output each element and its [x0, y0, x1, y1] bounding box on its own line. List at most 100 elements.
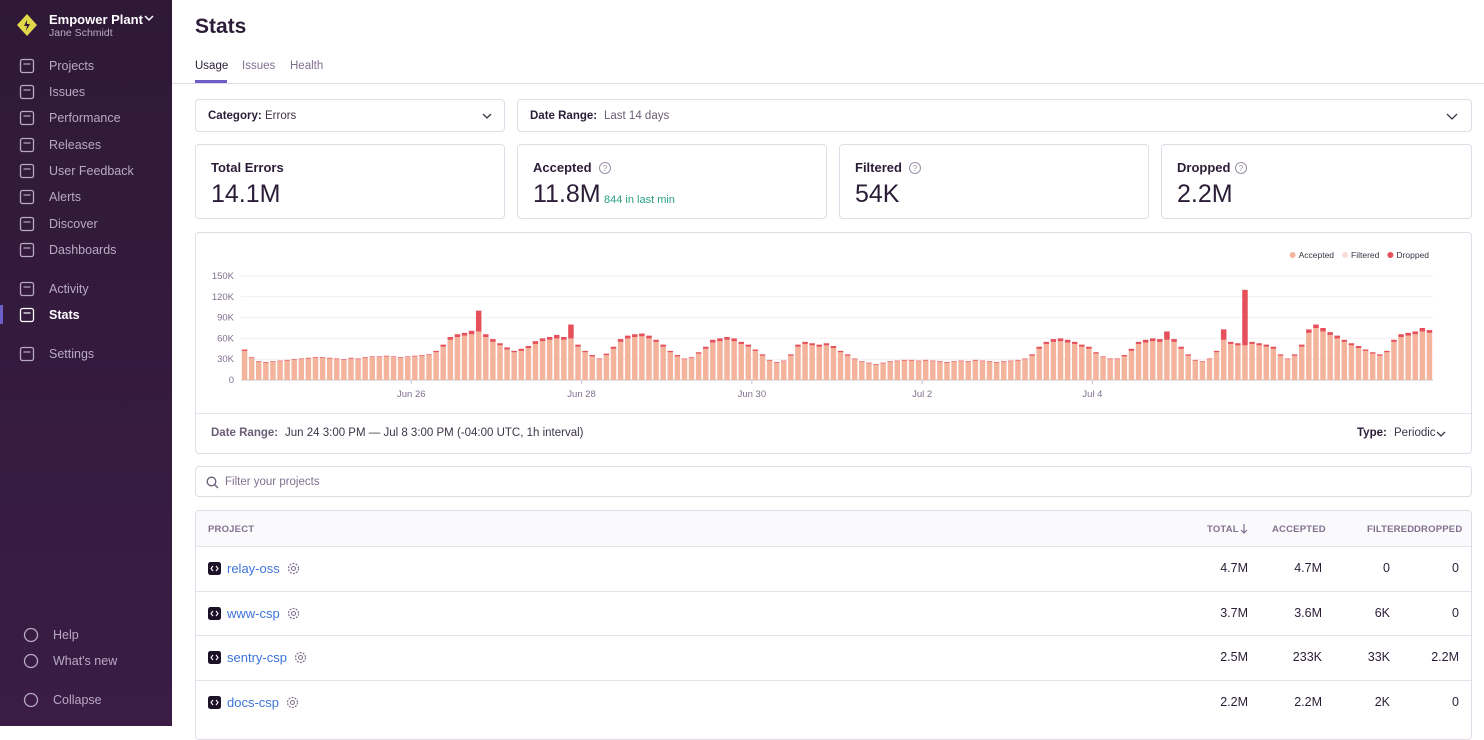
- settings-icon[interactable]: [287, 607, 300, 620]
- bar-segment: [1213, 352, 1220, 380]
- bar-segment: [880, 362, 886, 364]
- settings-icon[interactable]: [287, 562, 300, 575]
- bar-segment: [674, 356, 681, 380]
- bar-segment: [759, 354, 766, 356]
- bar-segment: [830, 346, 837, 349]
- project-link[interactable]: docs-csp: [227, 694, 280, 710]
- settings-icon[interactable]: [294, 651, 307, 664]
- nav-item[interactable]: Dashboards: [49, 243, 117, 257]
- bar-segment: [844, 354, 851, 356]
- bar-segment: [483, 337, 489, 380]
- tab-underline: [195, 80, 227, 83]
- nav-item[interactable]: Settings: [49, 347, 95, 361]
- bar-segment: [490, 341, 496, 380]
- bar-segment: [972, 359, 979, 361]
- nav-item[interactable]: Issues: [49, 85, 86, 99]
- column-header[interactable]: FILTERED: [1367, 524, 1415, 535]
- bar-segment: [894, 361, 901, 380]
- tab[interactable]: Health: [290, 60, 324, 72]
- sidebar-footer-item[interactable]: What's new: [53, 654, 118, 668]
- stat-card: Filtered ? 54K: [839, 144, 1149, 219]
- bar-segment: [1313, 328, 1319, 380]
- type-value[interactable]: Periodic: [1394, 427, 1436, 439]
- bar-segment: [1043, 341, 1050, 344]
- chevron[interactable]: [1436, 430, 1446, 438]
- filter-value: Last 14 days: [604, 110, 670, 122]
- platform-icon: [208, 651, 221, 664]
- bar-segment: [1391, 341, 1397, 380]
- nav-item[interactable]: Releases: [49, 138, 102, 152]
- bar-segment: [1100, 356, 1106, 358]
- column-header[interactable]: ACCEPTED: [1272, 524, 1326, 535]
- bar-segment: [305, 357, 312, 359]
- y-tick-label: 150K: [212, 271, 235, 282]
- nav-item[interactable]: Performance: [49, 111, 121, 125]
- tab[interactable]: Usage: [195, 60, 229, 72]
- bar-segment: [589, 356, 595, 380]
- table-row: sentry-csp 2.5M 233K 33K 2.2M: [196, 635, 1471, 680]
- category-select[interactable]: Category: Errors: [195, 99, 505, 132]
- nav-item[interactable]: Activity: [49, 282, 89, 296]
- bar-segment: [752, 349, 759, 351]
- icon-shape: [19, 84, 35, 100]
- project-link[interactable]: relay-oss: [227, 561, 280, 576]
- bar-segment: [1015, 360, 1021, 380]
- bar-segment: [383, 355, 390, 357]
- bar-segment: [1107, 358, 1113, 360]
- org-chevron[interactable]: [144, 14, 154, 22]
- bar-segment: [930, 361, 936, 380]
- column-header[interactable]: TOTAL: [1207, 524, 1239, 535]
- table-cell: 3.6M: [1294, 605, 1322, 620]
- sidebar-footer-item[interactable]: Help: [53, 628, 79, 642]
- sidebar-footer-item[interactable]: Collapse: [53, 693, 102, 707]
- bar-segment: [937, 361, 943, 380]
- sort-arrow[interactable]: [1240, 523, 1248, 534]
- help-icon[interactable]: ?: [908, 161, 922, 175]
- card-value: 2.2M: [1177, 180, 1233, 208]
- bar-segment: [369, 356, 376, 358]
- bar-segment: [1391, 339, 1397, 342]
- bar-segment: [263, 362, 269, 380]
- bar-segment: [1050, 341, 1057, 380]
- project-link[interactable]: www-csp: [227, 605, 280, 621]
- nav-item[interactable]: Projects: [49, 59, 95, 73]
- x-tick-label: Jul 2: [912, 389, 932, 400]
- bar-segment: [1036, 348, 1042, 380]
- bar-segment: [348, 358, 354, 380]
- bar-segment: [255, 361, 262, 362]
- bar-segment: [1298, 344, 1305, 347]
- nav-icon: [19, 110, 35, 126]
- help-icon[interactable]: ?: [598, 161, 612, 175]
- legend-marker: [1387, 252, 1394, 258]
- bar-segment: [660, 346, 666, 380]
- footer-icon: [23, 692, 39, 708]
- project-link[interactable]: sentry-csp: [227, 650, 287, 665]
- bar-segment: [1398, 334, 1404, 338]
- bar-segment: [334, 359, 340, 380]
- bar-segment: [589, 355, 595, 357]
- bar-segment: [362, 357, 368, 380]
- settings-icon[interactable]: [286, 696, 299, 709]
- bar-segment: [837, 350, 844, 353]
- nav-item[interactable]: Alerts: [49, 190, 81, 204]
- nav-icon: [19, 281, 35, 297]
- bar-segment: [241, 350, 248, 380]
- icon-shape: [210, 565, 219, 572]
- table-cell: 2K: [1374, 694, 1390, 709]
- help-icon[interactable]: ?: [1234, 161, 1248, 175]
- column-header[interactable]: DROPPED: [1414, 524, 1463, 535]
- tab[interactable]: Issues: [242, 60, 276, 72]
- bar-segment: [738, 341, 744, 344]
- bar-segment: [773, 362, 780, 380]
- search-box[interactable]: Filter your projects: [195, 466, 1472, 497]
- bar-segment: [305, 358, 312, 380]
- nav-item[interactable]: User Feedback: [49, 164, 134, 178]
- org-name[interactable]: Empower Plant: [49, 12, 143, 27]
- date-range-select[interactable]: Date Range: Last 14 days: [517, 99, 1472, 132]
- icon-shape: [208, 562, 221, 575]
- bar-segment: [937, 361, 943, 362]
- nav-item[interactable]: Stats: [49, 308, 80, 322]
- bar-segment: [575, 346, 581, 380]
- nav-item[interactable]: Discover: [49, 217, 98, 231]
- bar-segment: [1029, 355, 1035, 380]
